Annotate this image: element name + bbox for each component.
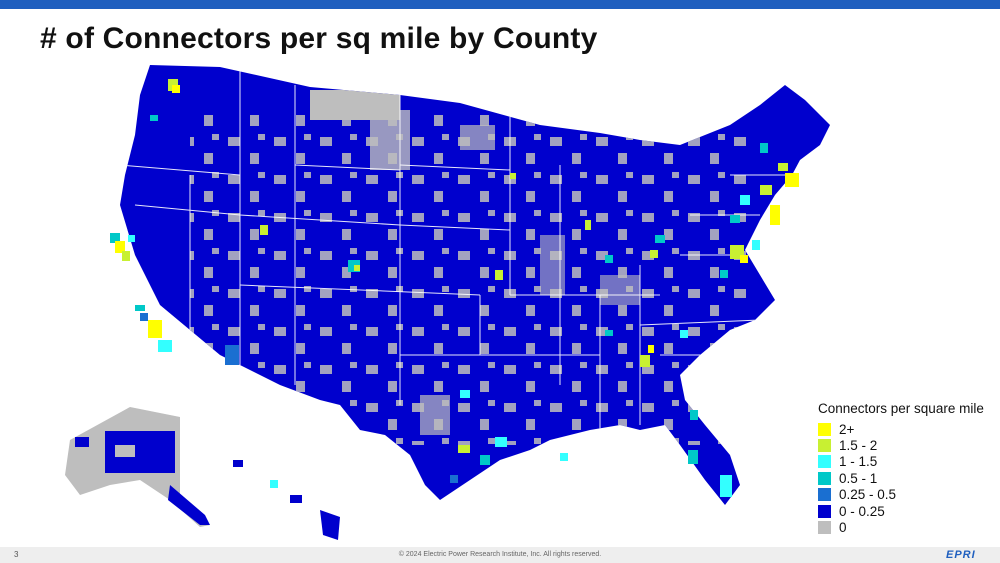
- legend-label: 1.5 - 2: [839, 438, 878, 454]
- legend-swatch: [818, 439, 831, 453]
- legend-swatch: [818, 471, 831, 485]
- legend-title: Connectors per square mile: [818, 401, 984, 416]
- alaska-shape: [65, 407, 210, 527]
- top-accent-bar: [0, 0, 1000, 9]
- state-borders: [120, 67, 800, 435]
- legend-label: 0.25 - 0.5: [839, 487, 897, 503]
- legend-swatch: [818, 521, 831, 535]
- legend-row: 1 - 1.5: [818, 454, 996, 470]
- legend-row: 0.5 - 1: [818, 470, 996, 486]
- legend-label: 0.5 - 1: [839, 470, 878, 486]
- legend-swatch: [818, 504, 831, 518]
- legend-label: 1 - 1.5: [839, 454, 878, 470]
- footer-bar: 3 © 2024 Electric Power Research Institu…: [0, 547, 1000, 563]
- legend-label: 2+: [839, 421, 855, 437]
- slide-title: # of Connectors per sq mile by County: [40, 22, 598, 55]
- legend-swatch: [818, 455, 831, 469]
- high-density-counties: [110, 79, 799, 497]
- legend-row: 1.5 - 2: [818, 437, 996, 453]
- epri-logo: EPRI: [946, 549, 976, 561]
- legend-row: 2+: [818, 421, 996, 437]
- copyright-text: © 2024 Electric Power Research Institute…: [398, 551, 602, 558]
- legend-row: 0.25 - 0.5: [818, 487, 996, 503]
- legend-row: 0: [818, 519, 996, 535]
- page-number: 3: [14, 550, 19, 559]
- legend-label: 0 - 0.25: [839, 503, 885, 519]
- us-county-map: [40, 55, 840, 545]
- legend-swatch: [818, 422, 831, 436]
- legend-label: 0: [839, 520, 847, 536]
- hawaii-shape: [233, 460, 340, 540]
- legend-swatch: [818, 488, 831, 502]
- legend-row: 0 - 0.25: [818, 503, 996, 519]
